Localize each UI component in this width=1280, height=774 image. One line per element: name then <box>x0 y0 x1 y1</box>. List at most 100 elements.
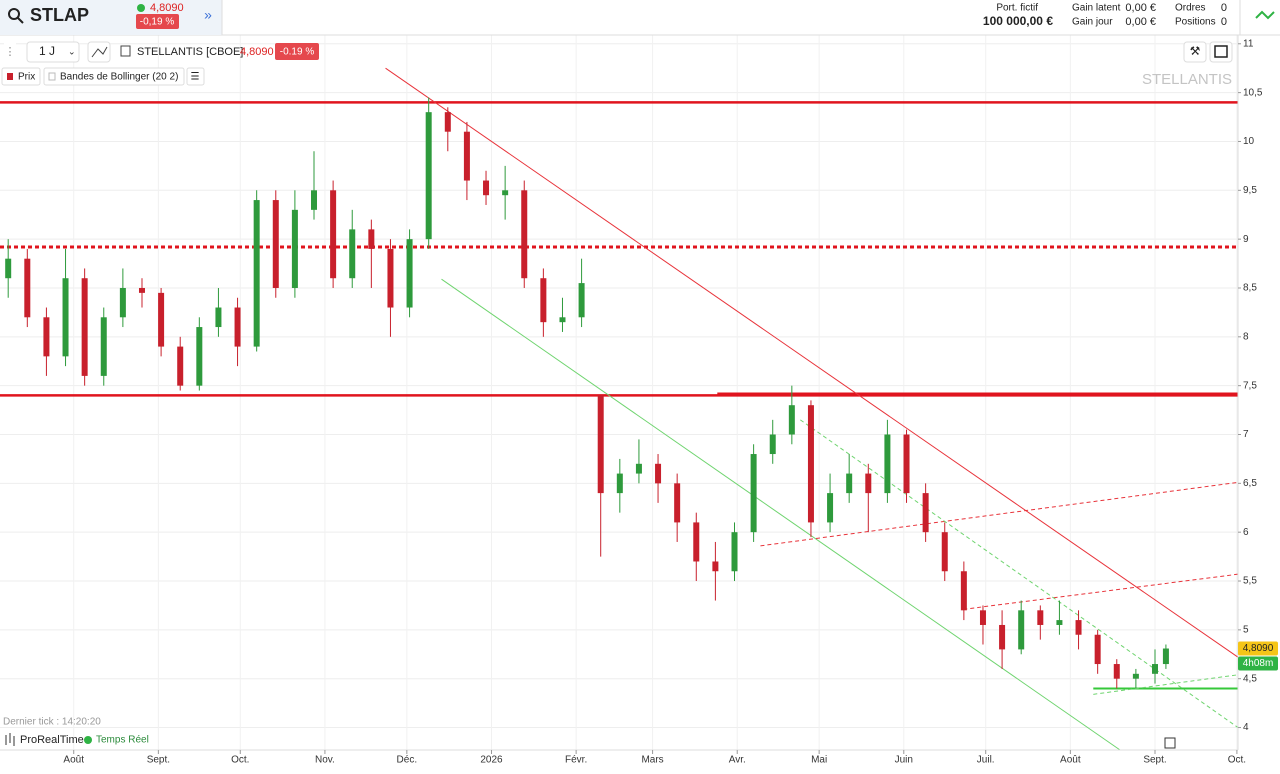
mode: Temps Réel <box>96 735 149 746</box>
expand[interactable]: » <box>204 7 212 23</box>
candle-body <box>559 317 566 323</box>
candle-body <box>349 229 356 279</box>
candle-body <box>81 278 88 376</box>
trend-line <box>760 481 1239 547</box>
legend-bollinger: Bandes de Bollinger (20 2) <box>60 72 178 83</box>
candle-body <box>521 190 528 279</box>
app-icon[interactable] <box>1255 10 1275 20</box>
candle-body <box>846 473 853 494</box>
indicator-icon <box>91 46 108 58</box>
y-tick-label: 10,5 <box>1243 87 1263 98</box>
candle-body <box>903 434 910 494</box>
price: 4,8090 <box>150 2 184 14</box>
y-tick-label: 4,5 <box>1243 673 1257 684</box>
orders-label: Ordres <box>1175 3 1206 14</box>
x-tick-label: 2026 <box>480 755 503 766</box>
legend-price: Prix <box>18 72 35 83</box>
candle-body <box>865 473 872 494</box>
timer-tag <box>1238 656 1278 671</box>
list-button[interactable] <box>186 67 205 86</box>
menu[interactable] <box>4 43 16 61</box>
candle-body <box>750 454 757 533</box>
change-badge <box>275 43 319 60</box>
change-badge <box>136 14 179 29</box>
interval: 1 J <box>39 44 55 58</box>
watermark: STELLANTIS <box>1142 71 1232 88</box>
dropdown: ⌄ <box>68 46 76 56</box>
legend-chip[interactable] <box>1 67 41 86</box>
y-axis-panel <box>1238 35 1280 750</box>
candle-body <box>62 278 69 357</box>
change: -0.19 % <box>280 47 315 58</box>
candle-body <box>1151 664 1158 674</box>
info-icon[interactable] <box>1164 737 1176 749</box>
search-icon[interactable] <box>8 8 20 20</box>
candle-body <box>387 248 394 308</box>
candle-body <box>1037 610 1044 625</box>
settings-button[interactable] <box>1183 41 1207 63</box>
axes: 11 10,5 10 9,5 9 8,5 8 7,5 7 6,5 6 5,5 5 4,5 4 Août Sept… <box>63 38 1278 766</box>
legend-chip[interactable] <box>43 67 185 86</box>
candle-body <box>578 283 585 318</box>
x-tick-label: Avr. <box>729 755 746 766</box>
x-tick-label: Mars <box>641 755 663 766</box>
x-tick-label: Févr. <box>565 755 587 766</box>
indicator-button[interactable] <box>87 41 111 63</box>
latent-value: 0,00 € <box>1125 2 1156 14</box>
candle-body <box>5 258 12 279</box>
latent-label: Gain latent <box>1072 3 1121 14</box>
instrument: STELLANTIS [CBOE] <box>137 46 243 58</box>
y-tick-label: 7,5 <box>1243 380 1257 391</box>
window-button[interactable] <box>1209 41 1233 63</box>
price-tag-label: 4,8090 <box>1243 643 1274 654</box>
symbol[interactable]: STLAP <box>30 5 89 25</box>
menu-icon: ⋮ <box>5 46 16 58</box>
trend-line <box>1093 674 1239 695</box>
interval-button[interactable] <box>26 41 80 63</box>
candle-body <box>540 278 547 323</box>
trend-line <box>385 67 1239 658</box>
candle-body <box>483 180 490 196</box>
positions-label: Positions <box>1175 17 1216 28</box>
candle-body <box>788 405 795 435</box>
candle-body <box>807 405 814 523</box>
candle-body <box>674 483 681 523</box>
y-tick-label: 7 <box>1243 429 1249 440</box>
candle-body <box>597 395 604 494</box>
candle-body <box>502 190 509 196</box>
candle-body <box>999 624 1006 650</box>
trend-line <box>441 278 1121 751</box>
candle-body <box>1094 634 1101 665</box>
candle-body <box>253 200 260 347</box>
candle-body <box>215 307 222 328</box>
candle-body <box>693 522 700 562</box>
candle-body <box>1056 620 1063 625</box>
toolbar: ⋮ 1 J ⌄ STELLANTIS [CBOE] 4,8090 -0.19 %… <box>1 41 1233 86</box>
brand: ProRealTime <box>20 734 84 746</box>
day-value: 0,00 € <box>1125 16 1156 28</box>
candle-body <box>406 239 413 308</box>
candle-body <box>769 434 776 455</box>
candle-body <box>712 561 719 572</box>
candle-body <box>291 209 298 288</box>
candle-body <box>119 287 126 318</box>
candle-body <box>635 463 642 474</box>
candle-body <box>330 190 337 279</box>
window-icon <box>1214 45 1228 58</box>
candle-body <box>43 317 50 357</box>
candle-body <box>311 190 318 210</box>
status-dot <box>84 736 92 744</box>
price: 4,8090 <box>240 46 274 58</box>
candle-body <box>234 307 241 347</box>
candle-body <box>1132 673 1139 679</box>
y-tick-label: 6,5 <box>1243 478 1257 489</box>
portfolio-value: 100 000,00 € <box>983 14 1053 28</box>
candle-body <box>922 493 929 533</box>
candle-body <box>1162 648 1169 665</box>
candle-body <box>655 463 662 484</box>
candle-body <box>177 346 184 386</box>
candle-body <box>425 112 432 240</box>
x-tick-label: Oct. <box>1228 755 1246 766</box>
candle-body <box>1075 620 1082 635</box>
